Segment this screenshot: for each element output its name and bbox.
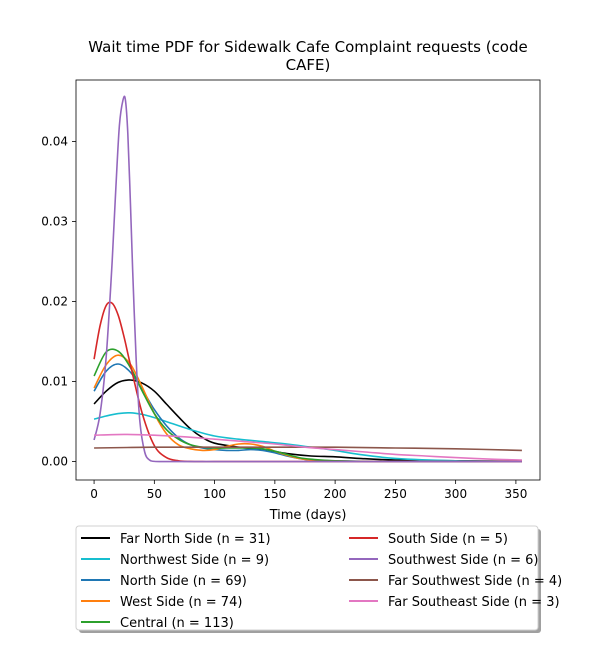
- series-line-2: [93, 411, 522, 463]
- legend: Far North Side (n = 31) Northwest Side (n…: [75, 525, 562, 633]
- legend-label: Far Southeast Side (n = 3): [388, 595, 560, 610]
- legend-label: South Side (n = 5): [388, 532, 508, 547]
- axes-frame: [75, 79, 541, 481]
- chart-title-line: Wait time PDF for Sidewalk Cafe Complain…: [88, 38, 527, 56]
- legend-label: Northwest Side (n = 9): [120, 553, 269, 568]
- y-axis: 0.00 0.01 0.02 0.03 0.04: [41, 135, 76, 469]
- y-tick-label: 0.03: [41, 215, 68, 229]
- x-tick-label: 50: [147, 487, 162, 501]
- legend-box: [75, 525, 539, 631]
- series-line-7: [93, 95, 522, 463]
- y-tick-label: 0.01: [41, 375, 68, 389]
- legend-label: North Side (n = 69): [120, 574, 247, 589]
- x-tick-label: 200: [324, 487, 347, 501]
- series-line-1: [93, 379, 522, 462]
- x-tick-label: 250: [384, 487, 407, 501]
- series-line-9: [94, 433, 522, 461]
- series-line-4: [93, 354, 522, 463]
- series-lines: [93, 95, 522, 463]
- x-tick-label: 300: [444, 487, 467, 501]
- chart-title-line: CAFE): [286, 56, 331, 74]
- series-line-5: [93, 348, 522, 463]
- x-tick-label: 150: [263, 487, 286, 501]
- legend-label: Far North Side (n = 31): [120, 532, 271, 547]
- x-tick-label: 350: [504, 487, 527, 501]
- legend-label: West Side (n = 74): [120, 595, 242, 610]
- series-line-6: [93, 301, 522, 463]
- legend-label: Southwest Side (n = 6): [388, 553, 538, 568]
- legend-label: Far Southwest Side (n = 4): [388, 574, 562, 589]
- y-tick-label: 0.04: [41, 135, 68, 149]
- x-tick-label: 0: [90, 487, 98, 501]
- x-axis-label: Time (days): [269, 508, 347, 523]
- x-axis: 0 50 100 150 200 250 300 350: [90, 480, 527, 501]
- y-tick-label: 0.00: [41, 455, 68, 469]
- legend-label: Central (n = 113): [120, 616, 234, 631]
- x-tick-label: 100: [203, 487, 226, 501]
- y-tick-label: 0.02: [41, 295, 68, 309]
- chart-title: Wait time PDF for Sidewalk Cafe Complain…: [88, 38, 527, 74]
